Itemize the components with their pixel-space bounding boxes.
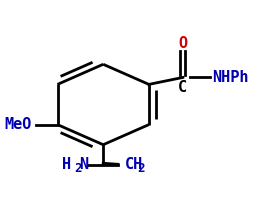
Text: 2: 2 <box>75 162 82 175</box>
Text: N: N <box>79 157 89 172</box>
Text: 2: 2 <box>138 162 145 175</box>
Text: MeO: MeO <box>5 117 32 132</box>
Text: CH: CH <box>125 157 143 172</box>
Text: O: O <box>178 36 187 51</box>
Text: NHPh: NHPh <box>212 70 248 85</box>
Text: C: C <box>178 79 187 94</box>
Text: H: H <box>62 157 71 172</box>
